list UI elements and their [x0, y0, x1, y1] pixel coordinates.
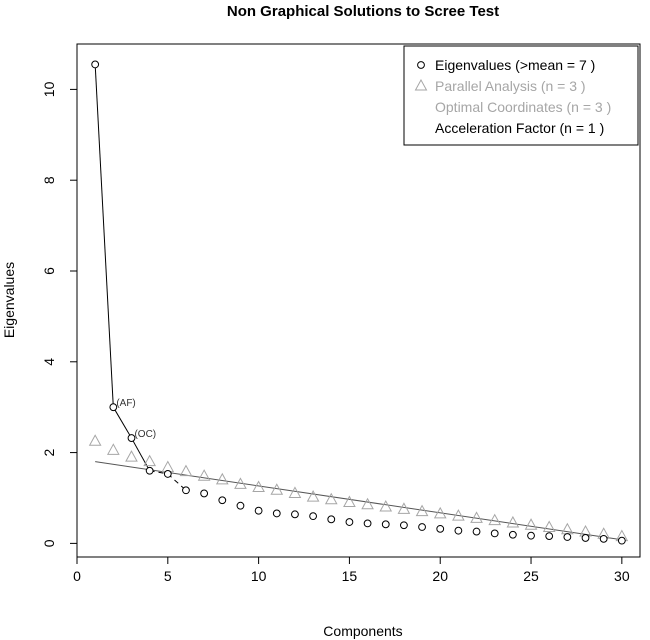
x-tick-label: 20	[432, 568, 448, 584]
plot-frame	[76, 43, 641, 558]
parallel-analysis-point	[397, 502, 411, 514]
eigenvalue-point	[200, 489, 209, 498]
parallel-analysis-point	[379, 500, 393, 512]
eigenvalue-point	[91, 60, 100, 69]
legend-label: Eigenvalues (>mean = 7 )	[435, 57, 595, 73]
eigenvalue-point	[309, 512, 317, 521]
acceleration-factor-segment	[167, 473, 187, 491]
chart-points	[88, 60, 629, 545]
parallel-analysis-point	[470, 511, 483, 523]
x-tick-label: 5	[164, 568, 172, 584]
eigenvalue-point	[291, 510, 299, 519]
eigenvalue-point	[218, 496, 227, 505]
x-axis-label: Components	[323, 623, 402, 639]
y-tick-label: 2	[41, 448, 57, 456]
eigenvalue-point	[127, 434, 136, 442]
legend-box	[403, 45, 639, 146]
y-tick-label: 0	[41, 539, 57, 547]
x-tick-label: 25	[523, 568, 539, 584]
parallel-analysis-point	[324, 492, 338, 505]
x-axis: 0 5 10 15 20 25 30	[73, 557, 630, 584]
eigenvalue-point	[182, 486, 190, 495]
legend-marker-triangle	[414, 78, 428, 91]
eigenvalue-point	[527, 531, 535, 540]
y-tick-label: 8	[41, 176, 57, 184]
eigenvalue-point	[599, 534, 608, 543]
parallel-analysis-point	[306, 490, 320, 502]
parallel-analysis-point	[197, 469, 211, 481]
legend-label: Optimal Coordinates (n = 3 )	[435, 99, 611, 115]
y-axis-label: Eigenvalues	[1, 262, 17, 338]
eigenvalue-point	[418, 523, 426, 531]
eigenvalue-point	[327, 515, 336, 524]
point-annotation: (OC)	[134, 429, 156, 440]
parallel-analysis-point	[234, 477, 247, 489]
optimal-coordinates-line	[95, 461, 622, 541]
legend-label: Parallel Analysis (n = 3 )	[435, 78, 586, 94]
parallel-analysis-point	[252, 480, 265, 493]
parallel-analysis-point	[270, 483, 284, 495]
eigenvalue-point	[581, 534, 590, 542]
eigenvalue-point	[563, 533, 572, 541]
y-tick-label: 4	[41, 358, 57, 366]
parallel-analysis-point	[343, 495, 356, 508]
x-tick-label: 10	[251, 568, 267, 584]
eigenvalue-point	[508, 530, 517, 539]
parallel-analysis-point	[288, 486, 302, 498]
acceleration-factor-segment	[112, 406, 132, 439]
eigenvalue-point	[381, 520, 390, 529]
eigenvalue-point	[163, 470, 172, 478]
chart-annotations: (AF) (OC)	[116, 398, 156, 440]
eigenvalue-point	[400, 521, 408, 530]
parallel-analysis-point	[125, 450, 138, 462]
parallel-analysis-point	[88, 434, 102, 446]
eigenvalue-point	[363, 519, 372, 528]
eigenvalue-point	[145, 466, 154, 475]
eigenvalue-point	[545, 532, 554, 541]
point-annotation: (AF)	[116, 398, 135, 409]
chart-title: Non Graphical Solutions to Scree Test	[227, 3, 499, 20]
parallel-analysis-point	[143, 454, 156, 467]
eigenvalue-point	[472, 527, 481, 536]
parallel-analysis-point	[361, 497, 374, 510]
parallel-analysis-point	[215, 472, 229, 485]
parallel-analysis-point	[179, 464, 193, 477]
parallel-analysis-point	[106, 443, 120, 455]
eigenvalue-point	[490, 529, 499, 538]
parallel-analysis-point	[506, 515, 520, 528]
legend-label: Acceleration Factor (n = 1 )	[435, 120, 604, 136]
parallel-analysis-point	[452, 509, 465, 521]
x-tick-label: 30	[614, 568, 630, 584]
x-tick-label: 0	[73, 568, 81, 584]
eigenvalue-point	[345, 518, 354, 526]
eigenvalue-point	[272, 509, 281, 518]
y-tick-label: 10	[41, 81, 57, 97]
acceleration-factor-segment	[94, 64, 114, 408]
eigenvalue-point	[254, 506, 263, 515]
parallel-analysis-point	[415, 504, 429, 517]
parallel-analysis-point	[488, 513, 502, 526]
legend-marker-circle	[417, 61, 425, 69]
legend: Eigenvalues (>mean = 7 ) Parallel Analysi…	[403, 45, 639, 146]
y-tick-label: 6	[41, 267, 57, 275]
eigenvalue-point	[617, 536, 626, 545]
y-axis: 0 2 4 6 8 10	[41, 81, 77, 547]
eigenvalue-point	[109, 403, 118, 412]
parallel-analysis-point	[542, 520, 556, 532]
parallel-analysis-point	[433, 506, 447, 519]
eigenvalue-point	[454, 526, 463, 535]
eigenvalue-point	[436, 524, 445, 533]
parallel-analysis-point	[524, 518, 538, 530]
eigenvalue-point	[236, 501, 245, 510]
x-tick-label: 15	[342, 568, 358, 584]
